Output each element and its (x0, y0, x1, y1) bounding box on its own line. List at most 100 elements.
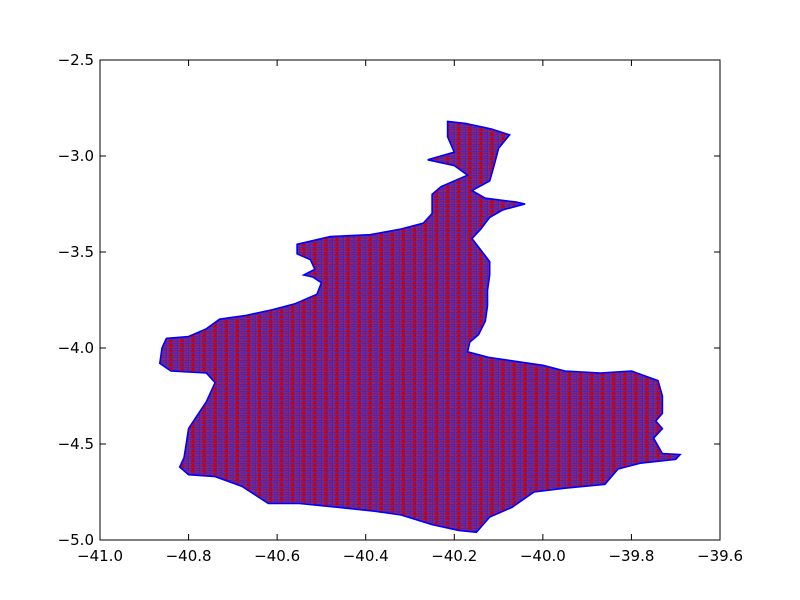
vertex-marker (456, 256, 462, 261)
vertex-marker (312, 241, 318, 247)
vertex-marker (312, 476, 318, 482)
vertex-marker (445, 212, 450, 218)
vertex-marker (622, 404, 628, 410)
vertex-marker (279, 361, 284, 367)
vertex-marker (279, 496, 284, 501)
vertex-marker (611, 428, 617, 434)
vertex-marker (478, 212, 484, 218)
vertex-marker (445, 342, 450, 347)
vertex-marker (378, 438, 384, 443)
vertex-marker (611, 443, 617, 448)
vertex-marker (467, 380, 473, 386)
vertex-marker (412, 457, 417, 463)
vertex-marker (456, 428, 462, 434)
vertex-marker (445, 409, 450, 415)
vertex-marker (290, 390, 295, 395)
vertex-marker (434, 452, 439, 458)
vertex-marker (356, 424, 362, 429)
vertex-marker (401, 443, 406, 448)
vertex-marker (378, 294, 384, 299)
vertex-marker (567, 481, 572, 487)
vertex-marker (223, 438, 229, 443)
vertex-marker (345, 275, 351, 280)
vertex-marker (356, 294, 362, 299)
vertex-marker (257, 337, 262, 343)
vertex-marker (434, 438, 439, 443)
vertex-marker (589, 414, 594, 419)
vertex-marker (389, 251, 395, 256)
vertex-marker (456, 212, 462, 218)
vertex-marker (290, 385, 295, 391)
vertex-marker (423, 352, 428, 357)
vertex-marker (223, 371, 229, 376)
vertex-marker (312, 337, 318, 343)
vertex-marker (412, 486, 417, 491)
vertex-marker (500, 366, 506, 371)
vertex-marker (478, 265, 484, 271)
vertex-marker (268, 438, 273, 443)
vertex-marker (312, 347, 318, 352)
vertex-marker (356, 241, 362, 247)
vertex-marker (323, 486, 329, 491)
vertex-marker (412, 510, 417, 515)
vertex-marker (467, 318, 473, 323)
vertex-marker (511, 476, 517, 482)
vertex-marker (511, 457, 517, 463)
vertex-marker (633, 428, 639, 434)
vertex-marker (445, 496, 450, 501)
vertex-marker (356, 280, 362, 285)
vertex-marker (522, 428, 528, 434)
vertex-marker (633, 409, 639, 415)
vertex-marker (412, 352, 417, 357)
vertex-marker (345, 332, 351, 338)
vertex-marker (257, 318, 262, 323)
vertex-marker (301, 347, 307, 352)
vertex-marker (401, 433, 406, 439)
vertex-marker (578, 414, 583, 419)
vertex-marker (489, 486, 495, 491)
vertex-marker (234, 452, 240, 458)
vertex-marker (190, 452, 196, 458)
vertex-marker (356, 308, 362, 314)
vertex-marker (467, 328, 473, 333)
vertex-marker (467, 510, 473, 515)
vertex-marker (378, 414, 384, 419)
vertex-marker (511, 404, 517, 410)
vertex-marker (301, 352, 307, 357)
vertex-marker (323, 337, 329, 343)
vertex-marker (456, 236, 462, 242)
vertex-marker (334, 476, 340, 482)
vertex-marker (401, 400, 406, 405)
vertex-marker (378, 337, 384, 343)
vertex-marker (500, 361, 506, 367)
vertex-marker (644, 380, 650, 386)
vertex-marker (367, 270, 373, 275)
vertex-marker (544, 433, 550, 439)
vertex-marker (478, 270, 484, 275)
vertex-marker (290, 342, 295, 347)
vertex-marker (522, 486, 528, 491)
vertex-marker (600, 433, 605, 439)
vertex-marker (301, 438, 307, 443)
vertex-marker (268, 496, 273, 501)
vertex-marker (312, 318, 318, 323)
vertex-marker (578, 409, 583, 415)
vertex-marker (467, 385, 473, 391)
vertex-marker (223, 448, 229, 453)
vertex-marker (423, 404, 428, 410)
vertex-marker (356, 443, 362, 448)
vertex-marker (401, 275, 406, 280)
vertex-marker (301, 496, 307, 501)
vertex-marker (434, 332, 439, 338)
vertex-marker (434, 467, 439, 472)
vertex-marker (401, 356, 406, 362)
vertex-marker (378, 356, 384, 362)
vertex-marker (301, 380, 307, 386)
vertex-marker (489, 385, 495, 391)
vertex-marker (522, 361, 528, 367)
vertex-marker (401, 241, 406, 247)
vertex-marker (334, 265, 340, 271)
vertex-marker (389, 500, 395, 506)
vertex-marker (445, 318, 450, 323)
vertex-marker (246, 448, 251, 453)
